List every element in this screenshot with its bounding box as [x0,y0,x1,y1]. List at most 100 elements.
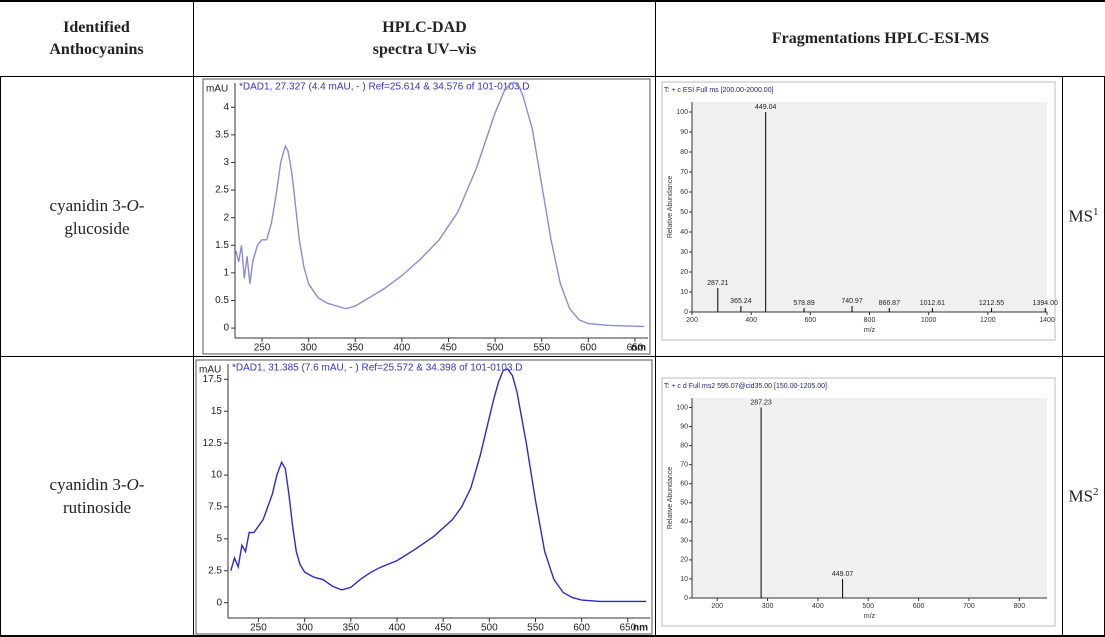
spectrum-title: T: + c ESI Full ms [200.00-2000.00] [664,87,774,94]
spectrum-title: *DAD1, 27.327 (4.4 mAU, - ) Ref=25.614 &… [239,82,529,93]
y-tick-label: 0 [216,597,222,608]
ms-level: MS1 [1068,206,1098,227]
compound-line: cyanidin 3-O- [50,473,145,496]
y-tick-label: 20 [680,557,688,564]
y-tick-label: 1 [223,268,229,279]
y-tick-label: 30 [680,538,688,545]
x-tick-label: 500 [481,623,498,634]
x-tick-label: 1400 [1039,317,1055,324]
plot-area [692,398,1047,598]
plot-area [692,102,1047,312]
y-tick-label: 12.5 [203,438,223,449]
x-axis-label: m/z [864,327,876,334]
y-axis-label: Relative Abundance [667,176,674,238]
header-text: HPLC-DAD [382,19,467,36]
x-tick-label: 250 [250,623,267,634]
x-tick-label: 550 [533,343,550,354]
peak-label: 287.21 [707,280,729,287]
x-tick-label: 200 [711,603,723,610]
y-tick-label: 100 [676,109,688,116]
y-tick-label: 10 [680,576,688,583]
ms-level-cell: MS2 [1063,357,1104,635]
compound-text: O [126,475,139,494]
spectrum-frame [202,78,651,355]
x-axis-label: m/z [864,613,876,620]
x-tick-label: 650 [619,623,636,634]
peak-label: 287.23 [750,399,772,406]
compound-line: rutinoside [63,496,131,519]
x-tick-label: 800 [864,317,876,324]
header-text: spectra UV–vis [372,41,477,58]
x-tick-label: 600 [573,623,590,634]
y-tick-label: 10 [680,289,688,296]
compound-line: cyanidin 3-O- [50,194,145,217]
rule [1062,76,1063,636]
x-tick-label: 400 [745,317,757,324]
y-tick-label: 3 [223,157,229,168]
spectrum-curve [235,81,645,328]
x-tick-label: 300 [762,603,774,610]
spectrum-curve [230,368,647,603]
x-tick-label: 350 [347,343,364,354]
x-unit: nm [631,343,646,354]
x-tick-label: 800 [1013,603,1025,610]
y-tick-label: 60 [680,481,688,488]
x-tick-label: 300 [296,623,313,634]
peak-label: 866.87 [879,300,901,307]
peak-label: 1394.00 [1033,300,1058,307]
y-tick-label: 17.5 [203,374,223,385]
y-tick-label: 80 [680,149,688,156]
ms-level-text: MS [1068,206,1094,226]
y-tick-label: 0.5 [215,295,229,306]
spectrum-title: T: + c d Full ms2 595.07@cid35.00 [150.0… [664,383,827,390]
x-tick-label: 250 [254,343,271,354]
header-cell: Fragmentations HPLC-ESI-MS [656,2,1105,76]
x-tick-label: 650 [627,343,644,354]
peak-label: 578.89 [793,300,815,307]
ms-level-sup: 1 [1093,206,1099,219]
y-tick-label: 2 [223,212,229,223]
y-tick-label: 60 [680,189,688,196]
y-tick-label: 90 [680,423,688,430]
ms-level-text: MS [1068,486,1094,506]
y-tick-label: 2.5 [208,565,222,576]
x-tick-label: 500 [487,343,504,354]
peak-label: 740.97 [841,298,863,305]
y-tick-label: 0 [223,323,229,334]
x-tick-label: 500 [862,603,874,610]
rule [0,76,1,636]
y-tick-label: 80 [680,442,688,449]
y-tick-label: 5 [216,534,222,545]
rule [0,356,1105,357]
x-tick-label: 1000 [921,317,937,324]
y-tick-label: 20 [680,269,688,276]
rule [193,0,194,636]
y-tick-label: 2.5 [215,185,229,196]
compound-text: - [138,195,145,215]
x-tick-label: 600 [580,343,597,354]
x-tick-label: 450 [435,623,452,634]
compound-text: cyanidin 3- [49,195,127,215]
y-tick-label: 70 [680,462,688,469]
y-tick-label: 100 [676,404,688,411]
x-tick-label: 1200 [980,317,996,324]
rule [0,0,1105,2]
y-tick-label: 40 [680,519,688,526]
x-unit: nm [633,623,648,634]
peak-label: 449.07 [832,571,854,578]
ms-level-sup: 2 [1093,485,1099,498]
y-tick-label: 50 [680,209,688,216]
ms-level-cell: MS1 [1063,77,1104,356]
y-tick-label: 0 [684,595,688,602]
x-tick-label: 600 [804,317,816,324]
header-cell: HPLC-DAD spectra UV–vis [194,2,655,76]
x-tick-label: 600 [913,603,925,610]
peak-label: 365.24 [730,298,752,305]
y-tick-label: 1.5 [215,240,229,251]
x-tick-label: 400 [389,623,406,634]
x-tick-label: 350 [342,623,359,634]
header-cell: Identified Anthocyanins [0,2,193,76]
x-tick-label: 400 [812,603,824,610]
y-axis-label: mAU [199,365,221,376]
